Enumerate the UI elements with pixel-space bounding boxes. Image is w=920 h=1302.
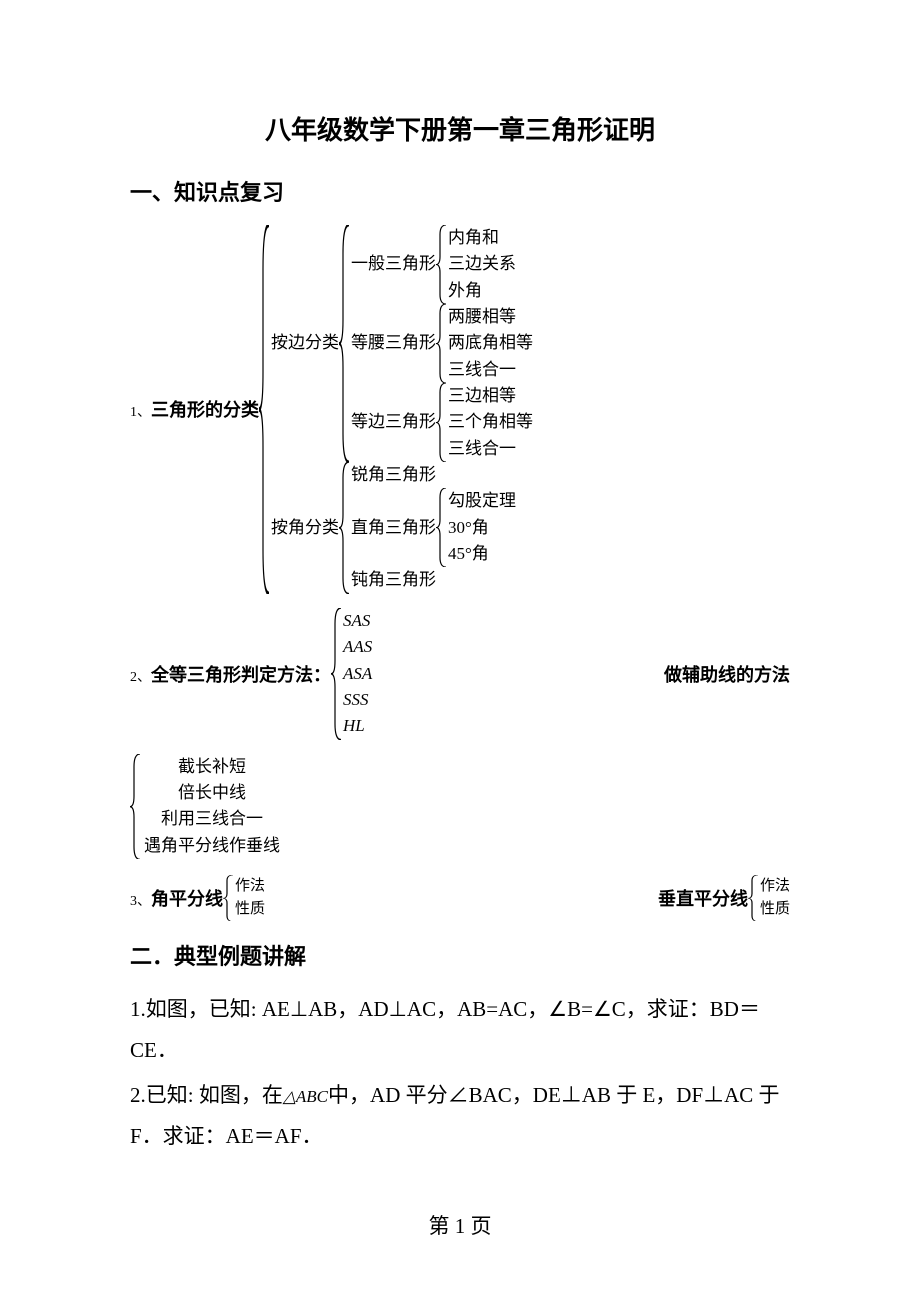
aux-method: 利用三线合一 — [161, 806, 263, 832]
property-item: 作法 — [760, 875, 790, 898]
classification-tree: 按边分类一般三角形内角和三边关系外角等腰三角形两腰相等两底角相等三线合一等边三角… — [259, 225, 533, 594]
problem-1: 1.如图，已知: AE⊥AB，AD⊥AC，AB=AC，∠B=∠C，求证：BD＝C… — [130, 989, 790, 1071]
leaf: 三边关系 — [448, 251, 516, 277]
property-item: 性质 — [235, 898, 265, 921]
congruence-item: SSS — [343, 687, 372, 713]
aux-methods-block: 截长补短倍长中线利用三线合一遇角平分线作垂线 — [130, 754, 790, 859]
item-2-label: 2、全等三角形判定方法： — [130, 661, 331, 687]
perp-bisector-label: 垂直平分线 — [658, 885, 748, 911]
item-3-row: 3、角平分线 作法性质 垂直平分线 作法性质 — [130, 875, 790, 922]
leaf: 30°角 — [448, 515, 516, 541]
branch-label: 一般三角形 — [351, 251, 436, 277]
congruence-item: AAS — [343, 634, 372, 660]
branch-label: 锐角三角形 — [351, 462, 436, 488]
congruence-item: SAS — [343, 608, 372, 634]
aux-line-label: 做辅助线的方法 — [664, 661, 790, 687]
problem-2: 2.已知: 如图，在△ABC中，AD 平分∠BAC，DE⊥AB 于 E，DF⊥A… — [130, 1075, 790, 1157]
leaf: 内角和 — [448, 225, 516, 251]
branch-label: 按角分类 — [271, 515, 339, 541]
property-item: 作法 — [235, 875, 265, 898]
leaf: 外角 — [448, 278, 516, 304]
perp-bisector-props: 作法性质 — [748, 875, 790, 922]
branch-label: 直角三角形 — [351, 515, 436, 541]
page-footer: 第 1 页 — [0, 1210, 920, 1240]
leaf: 45°角 — [448, 541, 516, 567]
item-1-label: 1、三角形的分类 — [130, 396, 259, 422]
leaf: 三线合一 — [448, 357, 533, 383]
leaf: 两腰相等 — [448, 304, 533, 330]
branch-label: 钝角三角形 — [351, 567, 436, 593]
leaf: 勾股定理 — [448, 488, 516, 514]
branch-label: 等边三角形 — [351, 409, 436, 435]
aux-method: 截长补短 — [178, 754, 246, 780]
item-1-row: 1、三角形的分类 按边分类 一般三角形内角和三边关系外角等腰三角形两腰相等两底角相… — [130, 225, 790, 594]
branch-label: 按边分类 — [271, 330, 339, 356]
page-title: 八年级数学下册第一章三角形证明 — [130, 110, 790, 147]
congruence-list: SASAASASASSSHL — [331, 608, 372, 740]
aux-method: 倍长中线 — [178, 780, 246, 806]
section-2-heading: 二．典型例题讲解 — [130, 939, 790, 971]
leaf: 两底角相等 — [448, 330, 533, 356]
angle-bisector-label: 3、角平分线 — [130, 885, 223, 911]
leaf: 三线合一 — [448, 436, 533, 462]
congruence-item: HL — [343, 713, 372, 739]
congruence-item: ASA — [343, 661, 372, 687]
angle-bisector-props: 作法性质 — [223, 875, 265, 922]
branch-label: 等腰三角形 — [351, 330, 436, 356]
property-item: 性质 — [760, 898, 790, 921]
leaf: 三个角相等 — [448, 409, 533, 435]
leaf: 三边相等 — [448, 383, 533, 409]
aux-method: 遇角平分线作垂线 — [144, 833, 280, 859]
section-1-heading: 一、知识点复习 — [130, 175, 790, 207]
item-2-row: 2、全等三角形判定方法： SASAASASASSSHL 做辅助线的方法 — [130, 608, 790, 740]
